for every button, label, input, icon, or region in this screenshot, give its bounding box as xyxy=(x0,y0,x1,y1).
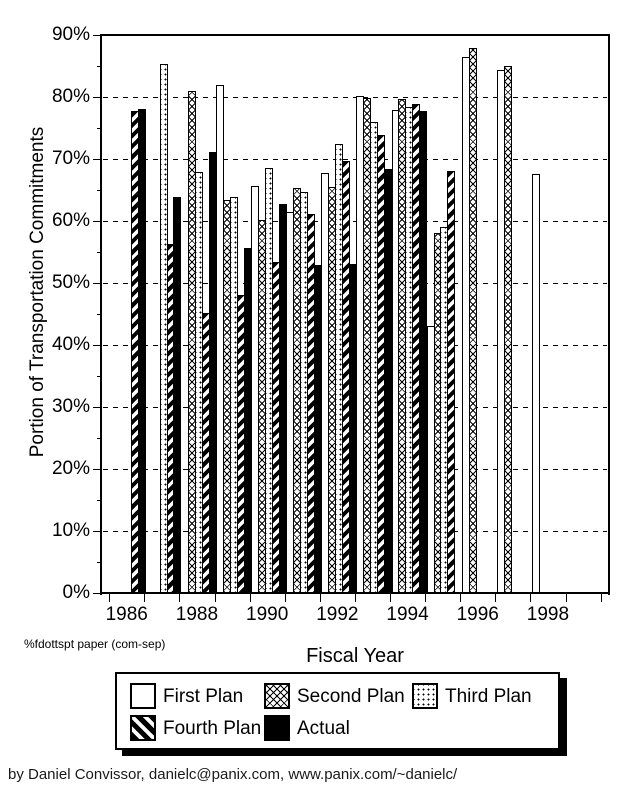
bar-actual-1988 xyxy=(208,151,217,593)
y-minor-tick xyxy=(97,438,101,439)
x-tick xyxy=(354,594,356,602)
x-tick xyxy=(249,594,251,602)
y-major-tick xyxy=(93,283,101,284)
x-tick xyxy=(284,594,286,602)
bar-actual-1986 xyxy=(138,108,147,593)
x-tick-label: 1992 xyxy=(316,604,359,625)
legend-label: Actual xyxy=(297,718,350,739)
gridline xyxy=(103,221,607,222)
x-tick xyxy=(319,594,321,602)
gridline xyxy=(103,97,607,98)
y-axis-label: Portion of Transportation Commitments xyxy=(27,126,48,458)
y-tick-label: 20% xyxy=(51,458,90,479)
y-axis-line xyxy=(100,34,102,595)
y-minor-tick xyxy=(97,500,101,501)
legend-swatch-icon xyxy=(130,683,156,709)
y-major-tick xyxy=(93,345,101,346)
bar-actual-1991 xyxy=(313,265,322,593)
x-tick xyxy=(144,594,146,602)
x-tick xyxy=(425,594,427,602)
y-major-tick xyxy=(93,221,101,222)
y-major-tick xyxy=(93,407,101,408)
credit-line: by Daniel Convissor, danielc@panix.com, … xyxy=(8,766,458,783)
y-tick-label: 40% xyxy=(51,334,90,355)
y-tick-label: 80% xyxy=(51,86,90,107)
y-tick-label: 0% xyxy=(62,582,90,603)
bar-fourth-plan-1995 xyxy=(447,171,456,593)
y-minor-tick xyxy=(97,128,101,129)
legend-label: First Plan xyxy=(163,686,244,707)
x-tick-label: 1990 xyxy=(246,604,289,625)
bar-actual-1987 xyxy=(173,197,182,593)
y-minor-tick xyxy=(97,562,101,563)
y-minor-tick xyxy=(97,376,101,377)
x-axis-line xyxy=(100,592,610,594)
y-minor-tick xyxy=(97,190,101,191)
y-tick-label: 10% xyxy=(51,520,90,541)
x-tick xyxy=(565,594,567,602)
bar-actual-1993 xyxy=(384,168,392,593)
x-tick xyxy=(600,594,602,602)
legend-label: Second Plan xyxy=(297,686,405,707)
y-tick-label: 50% xyxy=(51,272,90,293)
bar-actual-1990 xyxy=(278,203,287,593)
bar-actual-1994 xyxy=(419,111,428,593)
x-tick xyxy=(460,594,462,602)
y-major-tick xyxy=(93,593,101,594)
legend-label: Third Plan xyxy=(445,686,532,707)
x-tick xyxy=(179,594,181,602)
y-major-tick xyxy=(93,159,101,160)
y-tick-label: 90% xyxy=(51,24,90,45)
bar-first-plan-1998 xyxy=(531,173,540,593)
y-major-tick xyxy=(93,35,101,36)
y-minor-tick xyxy=(97,314,101,315)
legend-swatch-icon xyxy=(130,715,156,741)
y-major-tick xyxy=(93,97,101,98)
bar-actual-1992 xyxy=(348,263,357,593)
x-tick-label: 1994 xyxy=(386,604,429,625)
legend-swatch-icon xyxy=(264,715,290,741)
y-tick-label: 30% xyxy=(51,396,90,417)
gridline xyxy=(103,159,607,160)
x-tick xyxy=(530,594,532,602)
plot-top-border xyxy=(100,34,610,36)
bar-second-plan-1997 xyxy=(503,66,512,593)
x-tick xyxy=(214,594,216,602)
bar-actual-1989 xyxy=(243,247,252,593)
y-tick-label: 70% xyxy=(51,148,90,169)
y-minor-tick xyxy=(97,252,101,253)
legend-box: First Plan Second Plan Third Plan Fourth Pl… xyxy=(115,672,560,750)
y-tick-label: 60% xyxy=(51,210,90,231)
x-tick-label: 1988 xyxy=(175,604,219,625)
x-tick xyxy=(390,594,391,602)
x-tick-label: 1986 xyxy=(105,604,148,625)
y-major-tick xyxy=(93,531,101,532)
y-major-tick xyxy=(93,469,101,470)
x-tick xyxy=(495,594,497,602)
bar-chart: 0% 10% 20% 30% 40% 50% 60% 70% 80% 90% 1986 1988 199… xyxy=(51,24,610,625)
bar-second-plan-1996 xyxy=(468,48,477,593)
legend-swatch-icon xyxy=(264,683,290,709)
x-tick-label: 1996 xyxy=(456,604,499,625)
chart-footnote: %fdottspt paper (com-sep) xyxy=(24,637,166,651)
x-tick-label: 1998 xyxy=(526,604,570,625)
x-tick xyxy=(109,594,111,602)
legend-swatch-icon xyxy=(412,683,438,709)
legend-label: Fourth Plan xyxy=(163,718,262,739)
y-minor-tick xyxy=(97,66,101,67)
x-axis-label: Fiscal Year xyxy=(306,645,404,667)
plot-right-border xyxy=(608,34,610,595)
